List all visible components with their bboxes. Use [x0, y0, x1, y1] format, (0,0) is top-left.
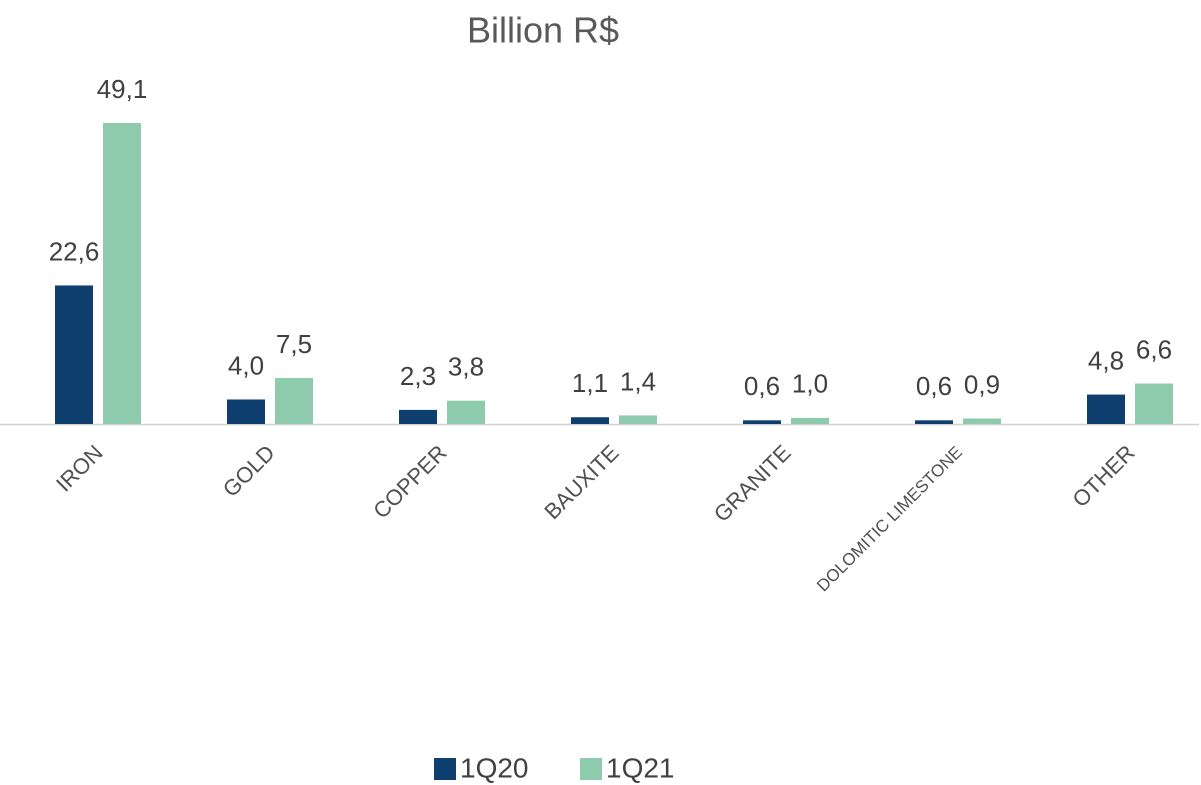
bar: [743, 420, 781, 424]
legend-swatch: [580, 758, 602, 780]
data-label: 4,8: [1088, 345, 1124, 375]
data-label: 49,1: [97, 74, 148, 104]
bar: [275, 378, 313, 424]
legend-label: 1Q21: [606, 752, 675, 783]
x-tick-label: DOLOMITIC LIMESTONE: [813, 443, 966, 596]
bar: [1135, 383, 1173, 424]
data-label: 1,0: [792, 369, 828, 399]
bar: [447, 400, 485, 424]
chart-title: Billion R$: [467, 10, 619, 51]
data-label: 6,6: [1136, 334, 1172, 364]
legend-swatch: [434, 758, 456, 780]
bar: [1087, 394, 1125, 424]
bar: [571, 417, 609, 424]
x-tick-label: COPPER: [368, 440, 451, 523]
x-tick-label: GRANITE: [709, 440, 796, 527]
data-label: 4,0: [228, 350, 264, 380]
data-label: 22,6: [49, 236, 100, 266]
data-label: 2,3: [400, 361, 436, 391]
data-label: 0,6: [916, 371, 952, 401]
data-label: 0,9: [964, 369, 1000, 399]
bar: [55, 285, 93, 424]
legend-label: 1Q20: [460, 752, 529, 783]
data-label: 1,4: [620, 366, 656, 396]
bar: [399, 409, 437, 424]
bar: [791, 417, 829, 424]
bar: [227, 399, 265, 424]
bar: [103, 123, 141, 424]
data-label: 3,8: [448, 352, 484, 382]
data-label: 1,1: [572, 368, 608, 398]
data-label: 7,5: [276, 329, 312, 359]
x-tick-label: OTHER: [1068, 440, 1140, 512]
data-label: 0,6: [744, 371, 780, 401]
bar: [963, 418, 1001, 424]
x-tick-label: GOLD: [218, 440, 280, 502]
bar: [619, 415, 657, 424]
x-tick-label: IRON: [51, 440, 108, 497]
bar: [915, 420, 953, 424]
x-tick-label: BAUXITE: [539, 440, 623, 524]
